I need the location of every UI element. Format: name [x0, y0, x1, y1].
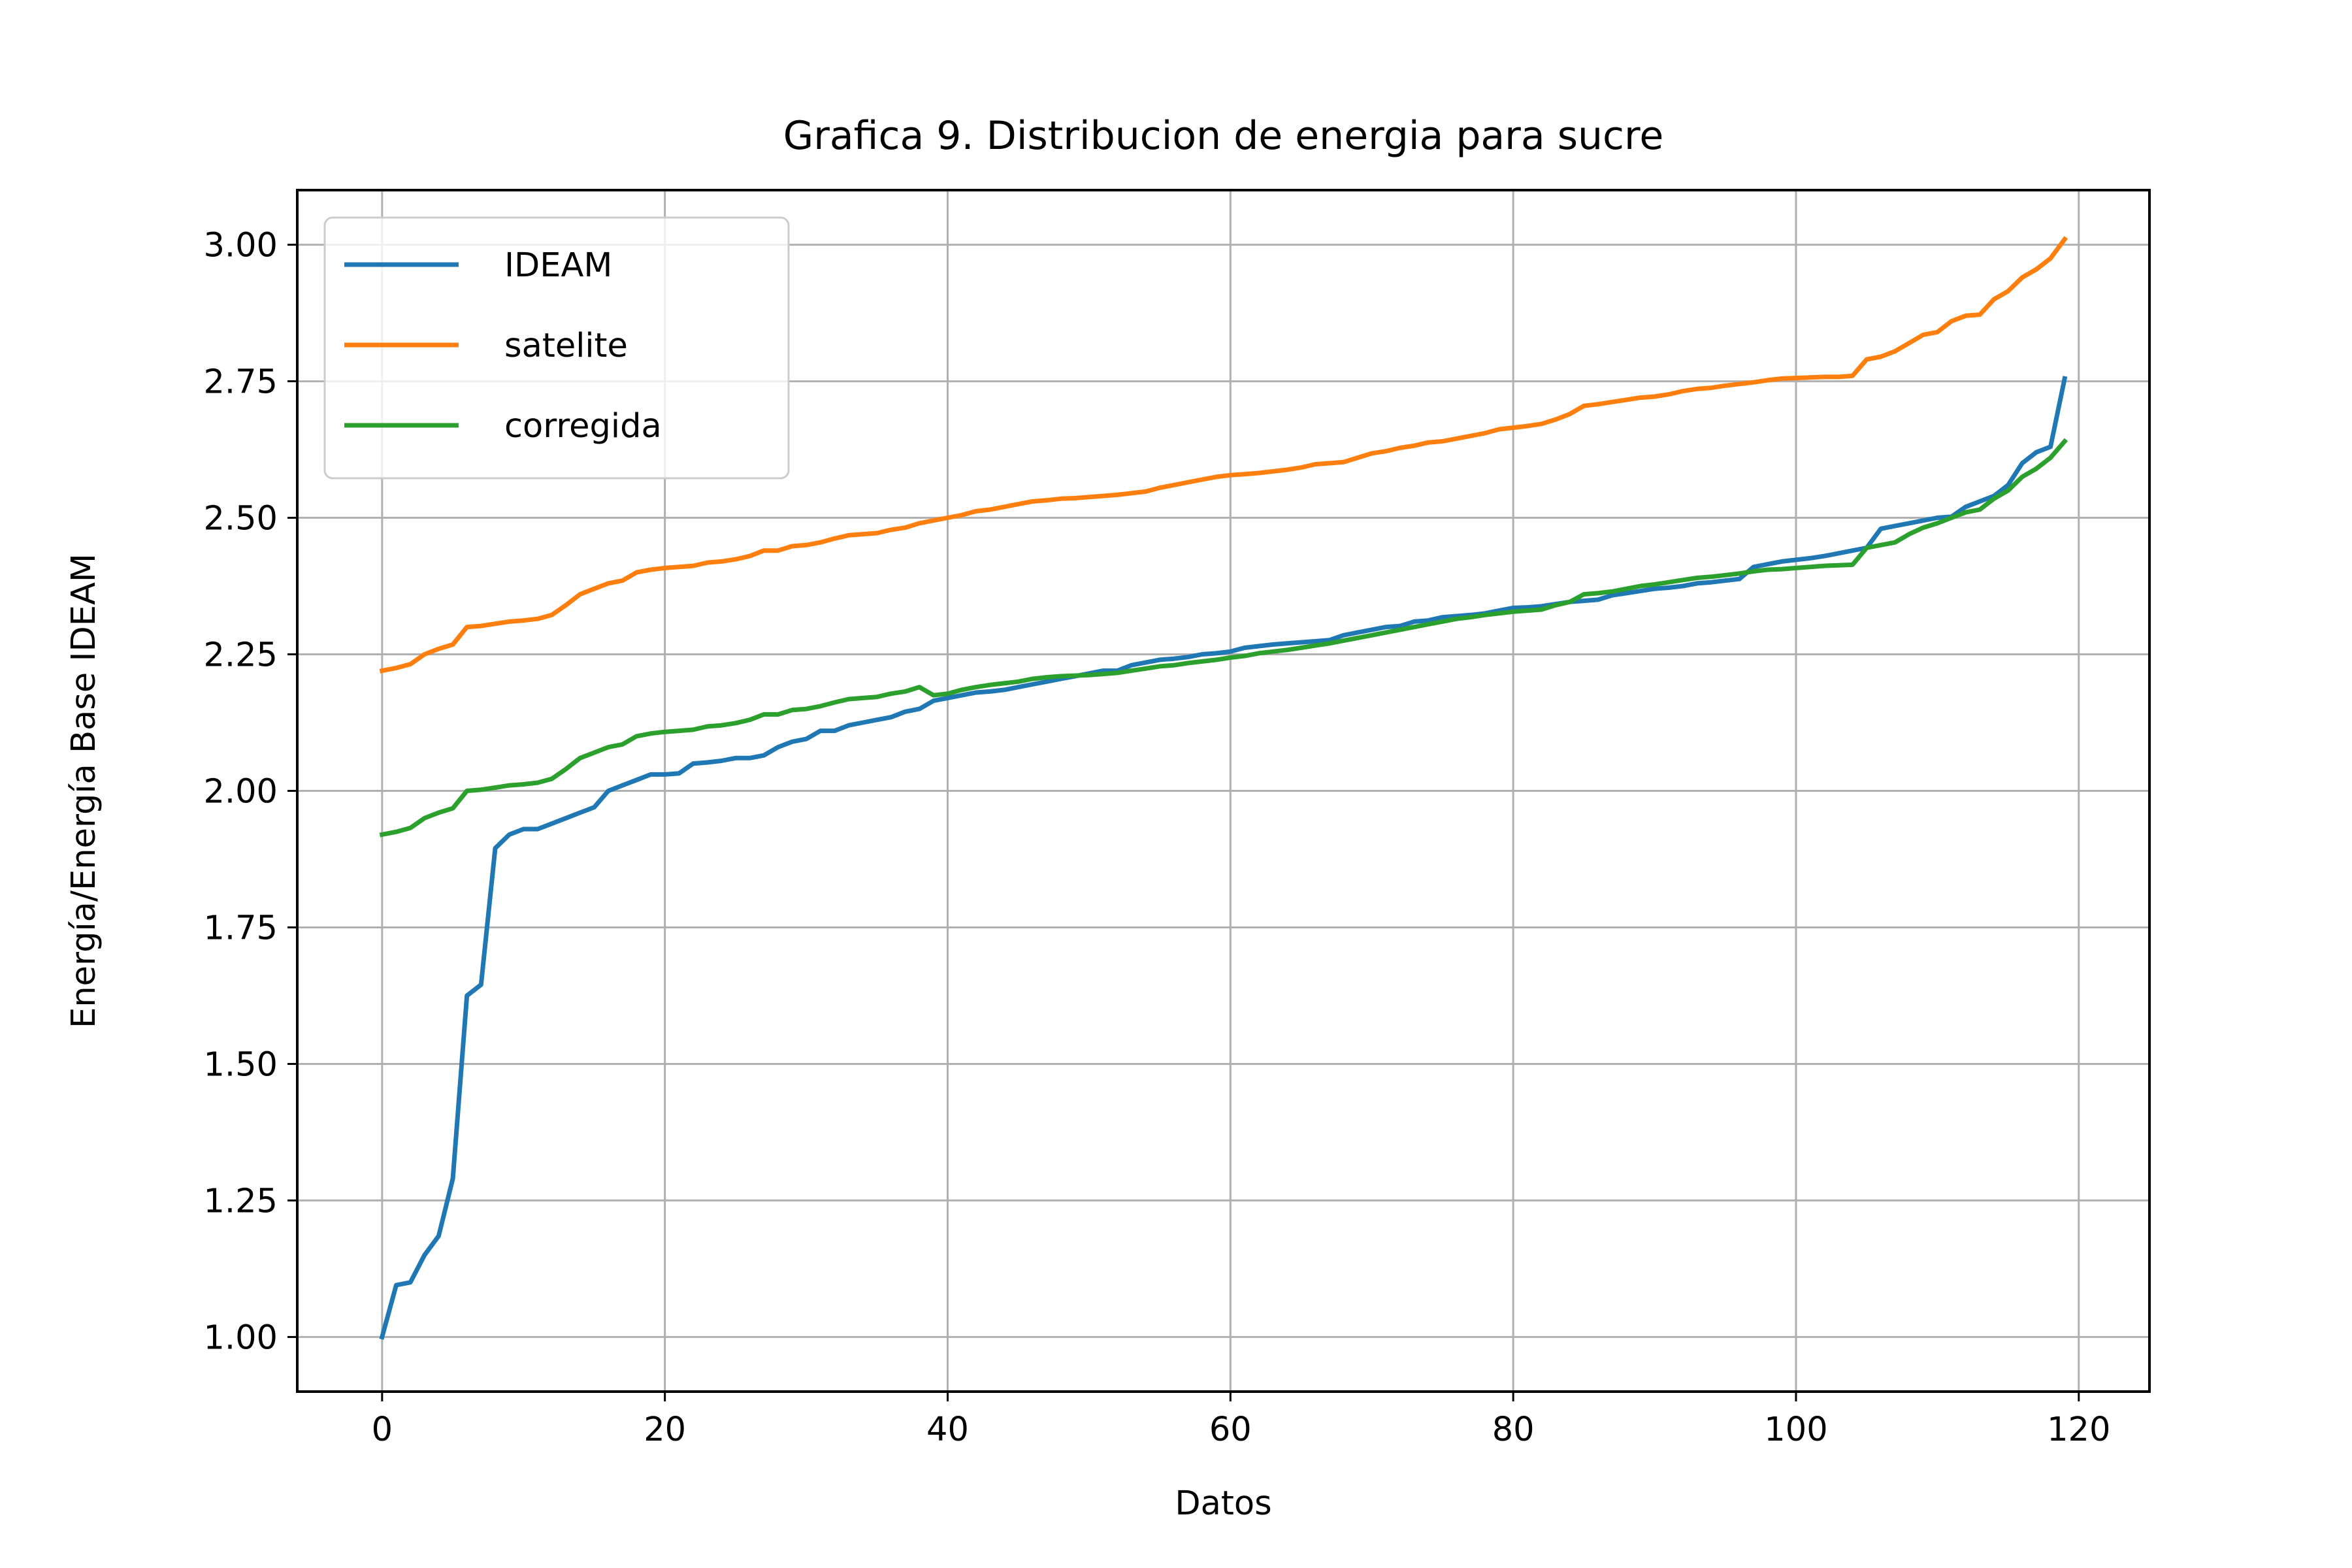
y-tick-label: 2.75: [203, 363, 278, 402]
x-axis-label: Datos: [1175, 1484, 1271, 1523]
series-line-ideam: [379, 376, 2068, 1340]
y-tick-label: 2.00: [203, 773, 278, 811]
series-group: [379, 236, 2068, 1340]
y-tick-label: 1.00: [203, 1318, 278, 1357]
y-tick-label: 1.50: [203, 1045, 278, 1084]
y-tick-label: 1.25: [203, 1182, 278, 1220]
chart-title: Grafica 9. Distribucion de energia para …: [783, 113, 1663, 159]
legend-label: satelite: [504, 327, 628, 365]
y-tick-label: 2.25: [203, 636, 278, 675]
x-tick-label: 60: [1209, 1411, 1252, 1449]
y-tick-label: 3.00: [203, 227, 278, 265]
series-line-corregida: [379, 438, 2068, 838]
axis-ticks: 0 20 40 60 80 100 120 1.00 1.25 1.50 1.75 2.00 2.25 2…: [203, 227, 2110, 1449]
x-tick-label: 100: [1764, 1411, 1827, 1449]
x-tick-label: 120: [2047, 1411, 2110, 1449]
x-tick-label: 40: [926, 1411, 969, 1449]
grid: [297, 190, 2149, 1392]
legend-box: [323, 216, 790, 480]
legend-label: corregida: [504, 407, 662, 446]
y-tick-label: 1.75: [203, 909, 278, 947]
legend: IDEAM satelite corregida: [323, 216, 790, 480]
legend-label: IDEAM: [504, 246, 612, 285]
y-tick-label: 2.50: [203, 500, 278, 538]
y-axis-label: Energía/Energía Base IDEAM: [65, 553, 103, 1028]
x-tick-label: 0: [372, 1411, 393, 1449]
series-line-satelite: [379, 236, 2068, 674]
x-tick-label: 20: [644, 1411, 686, 1449]
x-tick-label: 80: [1492, 1411, 1535, 1449]
